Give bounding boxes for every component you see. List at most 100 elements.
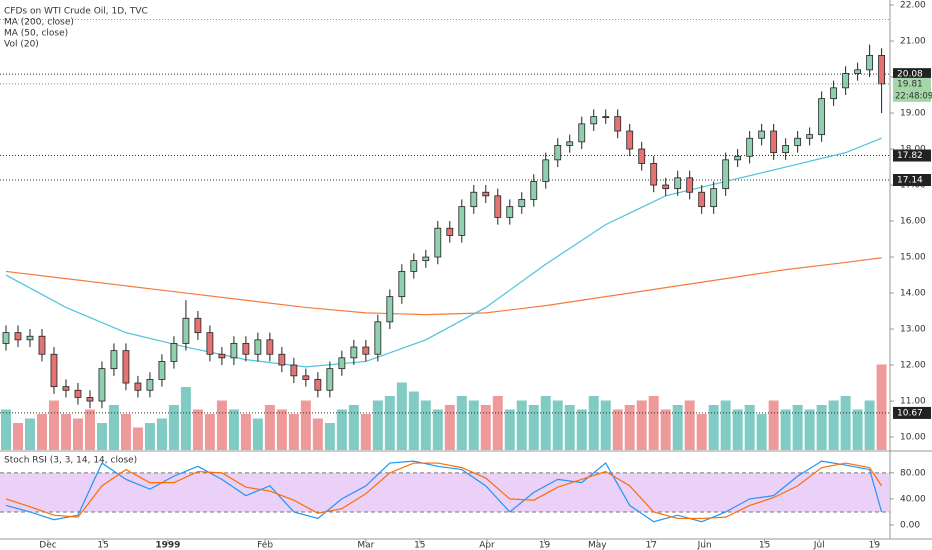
candle-body bbox=[830, 87, 838, 100]
x-tick-label: 17 bbox=[646, 541, 657, 550]
price-label-box bbox=[893, 406, 931, 419]
volume-bar bbox=[384, 396, 395, 450]
x-tick-label: Mar bbox=[357, 541, 374, 550]
volume-bar bbox=[348, 405, 359, 450]
candle-body bbox=[758, 130, 766, 139]
candle-body bbox=[374, 321, 382, 355]
y-tick-label: 80.00 bbox=[900, 468, 926, 478]
x-tick-label: 19 bbox=[869, 541, 881, 550]
y-tick-label: 16.00 bbox=[900, 217, 926, 227]
volume-bar bbox=[252, 418, 263, 450]
candle-body bbox=[698, 191, 706, 208]
candle-body bbox=[458, 206, 466, 236]
volume-bar bbox=[360, 414, 371, 450]
volume-bar bbox=[192, 409, 203, 450]
volume-bar bbox=[600, 400, 611, 450]
candle-body bbox=[110, 350, 118, 370]
candle-body bbox=[446, 227, 454, 236]
volume-bar bbox=[276, 409, 287, 450]
volume-bar bbox=[876, 364, 887, 450]
indicator-label: MA (200, close) bbox=[4, 18, 74, 28]
volume-bar bbox=[72, 418, 83, 450]
candle-body bbox=[218, 353, 226, 359]
volume-bar bbox=[420, 400, 431, 450]
candle-body bbox=[422, 256, 430, 262]
x-tick-label: Apr bbox=[479, 541, 495, 550]
y-tick-label: 22.00 bbox=[900, 1, 926, 11]
candles bbox=[2, 44, 886, 409]
x-tick-label: Jul bbox=[813, 541, 825, 550]
volume-bar bbox=[96, 423, 107, 450]
candle-body bbox=[590, 116, 598, 125]
volume-bar bbox=[180, 387, 191, 450]
x-tick-label: 15 bbox=[759, 541, 770, 550]
candle-body bbox=[662, 184, 670, 190]
candle-body bbox=[398, 271, 406, 298]
volume-bar bbox=[372, 400, 383, 450]
candle-body bbox=[14, 332, 22, 341]
volume-bar bbox=[216, 400, 227, 450]
volume-bar bbox=[264, 405, 275, 450]
indicator-label: Stoch RSI (3, 3, 14, 14, close) bbox=[4, 456, 137, 466]
candle-body bbox=[278, 353, 286, 366]
volume-bar bbox=[396, 382, 407, 450]
volume-bar bbox=[588, 396, 599, 450]
candle-body bbox=[878, 55, 886, 85]
y-tick-label: 40.00 bbox=[900, 494, 926, 504]
volume-bar bbox=[228, 409, 239, 450]
volume-bar bbox=[132, 427, 143, 450]
candle-body bbox=[638, 148, 646, 164]
candle-body bbox=[242, 343, 250, 355]
volume-bar bbox=[492, 396, 503, 450]
volume-bar bbox=[504, 409, 515, 450]
candle-body bbox=[74, 389, 82, 398]
volume-bar bbox=[444, 405, 455, 450]
volume-bar bbox=[156, 418, 167, 450]
volume-bar bbox=[612, 409, 623, 450]
x-tick-label: 15 bbox=[97, 541, 108, 550]
volume-bar bbox=[432, 409, 443, 450]
volume-bar bbox=[636, 400, 647, 450]
volume-bar bbox=[720, 400, 731, 450]
last-price-label: 19.81 bbox=[897, 79, 923, 89]
volume-bar bbox=[552, 400, 563, 450]
price-label: 20.08 bbox=[897, 70, 923, 80]
y-tick-label: 10.00 bbox=[900, 433, 926, 443]
candle-body bbox=[122, 350, 130, 384]
candle-body bbox=[182, 317, 190, 344]
candle-body bbox=[266, 339, 274, 355]
candle-body bbox=[134, 382, 142, 391]
candle-body bbox=[86, 397, 94, 402]
volume-bar bbox=[24, 418, 35, 450]
candle-body bbox=[806, 134, 814, 139]
candle-body bbox=[506, 206, 514, 218]
x-tick-label: Feb bbox=[257, 541, 273, 550]
candle-body bbox=[434, 227, 442, 258]
candle-body bbox=[302, 375, 310, 380]
volume-bar bbox=[168, 405, 179, 450]
y-tick-label: 14.00 bbox=[900, 289, 926, 299]
volume-bar bbox=[696, 414, 707, 450]
candle-body bbox=[578, 123, 586, 143]
volume-bar bbox=[672, 405, 683, 450]
volume-bar bbox=[792, 405, 803, 450]
candle-body bbox=[254, 339, 262, 355]
volume-bar bbox=[660, 409, 671, 450]
volume-bar bbox=[480, 405, 491, 450]
volume-bar bbox=[36, 414, 47, 450]
countdown-label: 22:48:09 bbox=[895, 91, 932, 101]
candle-body bbox=[350, 346, 358, 359]
candle-body bbox=[338, 357, 346, 370]
price-label-box bbox=[893, 68, 931, 81]
volume-bar bbox=[300, 400, 311, 450]
candle-body bbox=[626, 130, 634, 150]
volume-bar bbox=[540, 396, 551, 450]
volume-bar bbox=[732, 409, 743, 450]
volume-bar bbox=[336, 409, 347, 450]
candle-body bbox=[554, 145, 562, 161]
volume-bar bbox=[576, 409, 587, 450]
candle-body bbox=[98, 368, 106, 402]
candle-body bbox=[782, 145, 790, 154]
candle-body bbox=[314, 379, 322, 391]
